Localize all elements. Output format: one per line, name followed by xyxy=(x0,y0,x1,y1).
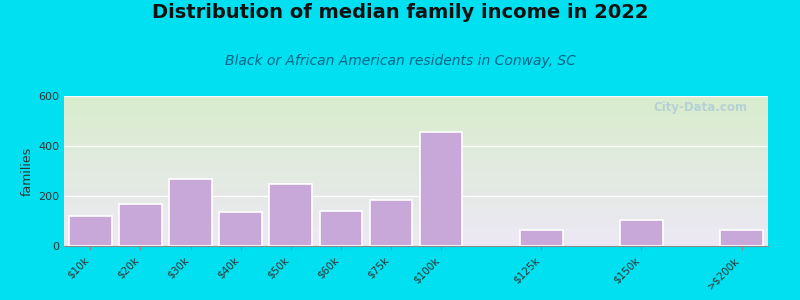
Bar xyxy=(720,230,763,246)
Bar xyxy=(119,203,162,246)
Bar xyxy=(420,132,462,246)
Bar xyxy=(620,220,662,246)
Bar xyxy=(520,230,562,246)
Bar xyxy=(219,212,262,246)
Bar xyxy=(69,216,112,246)
Y-axis label: families: families xyxy=(21,146,34,196)
Text: Distribution of median family income in 2022: Distribution of median family income in … xyxy=(152,3,648,22)
Bar xyxy=(170,178,212,246)
Bar xyxy=(270,184,312,246)
Text: City-Data.com: City-Data.com xyxy=(653,100,747,113)
Bar xyxy=(370,200,412,246)
Text: Black or African American residents in Conway, SC: Black or African American residents in C… xyxy=(225,54,575,68)
Bar xyxy=(319,211,362,246)
